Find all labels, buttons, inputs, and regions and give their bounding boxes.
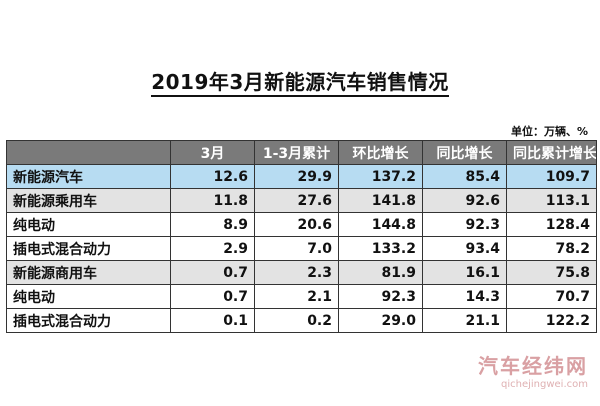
table-cell: 141.8 — [338, 188, 423, 213]
table-cell: 0.1 — [170, 308, 255, 333]
watermark-logo: 汽车经纬网 qichejingwei.com — [478, 350, 588, 390]
row-label: 新能源商用车 — [6, 260, 171, 285]
title-text: 2019年3月新能源汽车销售情况 — [151, 70, 449, 97]
table-cell: 137.2 — [338, 164, 423, 189]
table-cell: 81.9 — [338, 260, 423, 285]
header-cell-blank — [6, 140, 171, 165]
table-cell: 92.3 — [338, 284, 423, 309]
table-cell: 8.9 — [170, 212, 255, 237]
header-cell-yoy-cumulative-growth: 同比累计增长 — [506, 140, 597, 165]
table-cell: 29.0 — [338, 308, 423, 333]
row-label: 纯电动 — [6, 284, 171, 309]
table-cell: 92.6 — [422, 188, 507, 213]
table-cell: 0.7 — [170, 284, 255, 309]
row-label: 新能源乘用车 — [6, 188, 171, 213]
table-cell: 12.6 — [170, 164, 255, 189]
row-label: 新能源汽车 — [6, 164, 171, 189]
row-label: 插电式混合动力 — [6, 308, 171, 333]
table-cell: 14.3 — [422, 284, 507, 309]
table-cell: 21.1 — [422, 308, 507, 333]
table-cell: 16.1 — [422, 260, 507, 285]
table-cell: 0.2 — [254, 308, 339, 333]
table-cell: 70.7 — [506, 284, 597, 309]
header-cell-mom-growth: 环比增长 — [338, 140, 423, 165]
row-label: 纯电动 — [6, 212, 171, 237]
table-cell: 109.7 — [506, 164, 597, 189]
sales-table: 3月 1-3月累计 环比增长 同比增长 同比累计增长 新能源汽车 12.6 29… — [6, 140, 597, 333]
table-cell: 27.6 — [254, 188, 339, 213]
row-label: 插电式混合动力 — [6, 236, 171, 261]
table-cell: 2.3 — [254, 260, 339, 285]
table-cell: 7.0 — [254, 236, 339, 261]
table-cell: 92.3 — [422, 212, 507, 237]
table-cell: 122.2 — [506, 308, 597, 333]
header-cell-month: 3月 — [170, 140, 255, 165]
watermark-url-text: qichejingwei.com — [500, 379, 588, 390]
table-cell: 75.8 — [506, 260, 597, 285]
table-cell: 133.2 — [338, 236, 423, 261]
header-row: 3月 1-3月累计 环比增长 同比增长 同比累计增长 — [6, 140, 597, 165]
page-title: 2019年3月新能源汽车销售情况 — [0, 66, 600, 97]
table-row: 新能源汽车 12.6 29.9 137.2 85.4 109.7 — [6, 164, 597, 189]
table-cell: 2.9 — [170, 236, 255, 261]
table-cell: 11.8 — [170, 188, 255, 213]
table-cell: 144.8 — [338, 212, 423, 237]
unit-note: 单位：万辆、% — [510, 125, 588, 138]
watermark-main-text: 汽车经纬网 — [478, 354, 588, 378]
table-row: 纯电动 0.7 2.1 92.3 14.3 70.7 — [6, 284, 597, 309]
table-row: 纯电动 8.9 20.6 144.8 92.3 128.4 — [6, 212, 597, 237]
table-cell: 113.1 — [506, 188, 597, 213]
table-row: 插电式混合动力 2.9 7.0 133.2 93.4 78.2 — [6, 236, 597, 261]
table-row: 新能源商用车 0.7 2.3 81.9 16.1 75.8 — [6, 260, 597, 285]
table-cell: 20.6 — [254, 212, 339, 237]
header-cell-cumulative: 1-3月累计 — [254, 140, 339, 165]
table-cell: 93.4 — [422, 236, 507, 261]
table-cell: 0.7 — [170, 260, 255, 285]
table-cell: 85.4 — [422, 164, 507, 189]
table-cell: 29.9 — [254, 164, 339, 189]
table-row: 新能源乘用车 11.8 27.6 141.8 92.6 113.1 — [6, 188, 597, 213]
table-row: 插电式混合动力 0.1 0.2 29.0 21.1 122.2 — [6, 308, 597, 333]
header-cell-yoy-growth: 同比增长 — [422, 140, 507, 165]
table-cell: 78.2 — [506, 236, 597, 261]
table-cell: 128.4 — [506, 212, 597, 237]
table-cell: 2.1 — [254, 284, 339, 309]
